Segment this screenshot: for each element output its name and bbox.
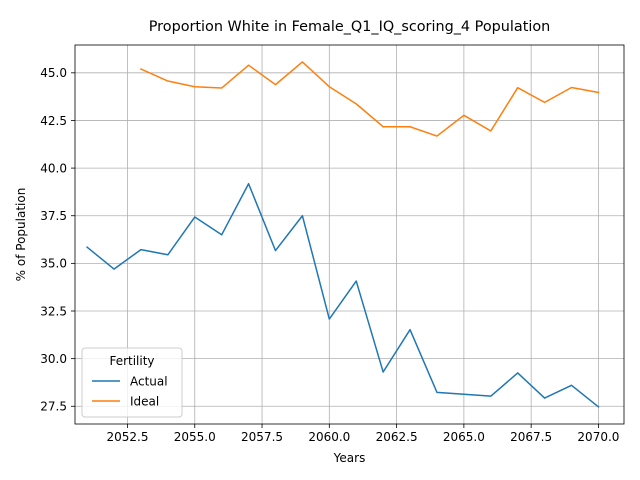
y-tick-label: 35.0 [40, 257, 67, 271]
legend: Fertility Actual Ideal [81, 347, 183, 418]
y-tick-label: 27.5 [40, 400, 67, 414]
legend-box [81, 347, 183, 418]
axis-ticks: 2052.5 2055.0 2057.5 2060.0 2062.5 2065.0 2067… [40, 66, 619, 444]
x-tick-label: 2060.0 [308, 430, 350, 444]
x-tick-label: 2070.0 [577, 430, 619, 444]
y-tick-label: 45.0 [40, 66, 67, 80]
x-axis-title: Years [333, 451, 366, 465]
y-tick-label: 32.5 [40, 304, 67, 318]
x-tick-label: 2067.5 [510, 430, 552, 444]
y-tick-label: 42.5 [40, 114, 67, 128]
chart-title: Proportion White in Female_Q1_IQ_scoring… [149, 19, 551, 35]
series-lines [86, 61, 600, 408]
legend-title: Fertility [109, 354, 154, 368]
y-tick-label: 30.0 [40, 352, 67, 366]
legend-entries: Actual Ideal [92, 374, 168, 408]
x-tick-label: 2057.5 [241, 430, 283, 444]
x-tick-label: 2052.5 [106, 430, 148, 444]
x-tick-label: 2065.0 [443, 430, 485, 444]
legend-label-actual: Actual [130, 374, 168, 388]
plot-area-frame [74, 44, 625, 425]
x-tick-label: 2055.0 [174, 430, 216, 444]
series-line-ideal [139, 61, 600, 137]
legend-label-ideal: Ideal [130, 394, 159, 408]
x-tick-label: 2062.5 [376, 430, 418, 444]
series-line-actual [86, 182, 600, 408]
y-tick-label: 37.5 [40, 209, 67, 223]
y-axis-title: % of Population [14, 188, 28, 282]
y-tick-label: 40.0 [40, 161, 67, 175]
